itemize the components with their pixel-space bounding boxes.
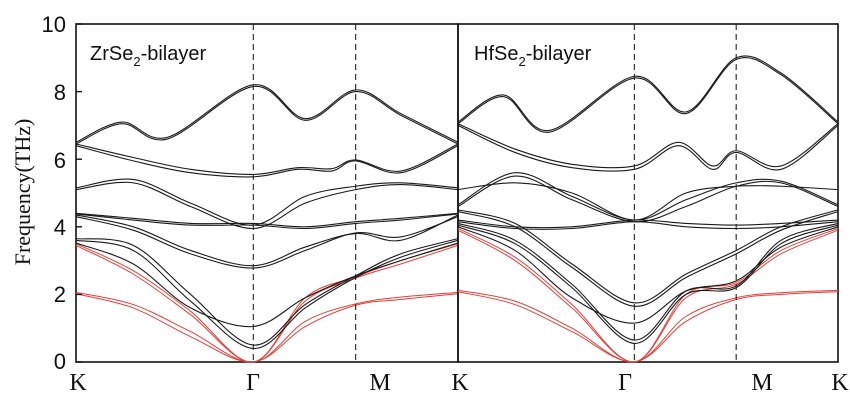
branch-group — [457, 55, 839, 363]
optical-branch — [457, 55, 839, 132]
k-label: Γ — [618, 370, 632, 394]
k-label: M — [369, 370, 390, 394]
panel-title-rest: -bilayer — [141, 43, 207, 65]
optical-branch — [457, 124, 839, 172]
optical-branch — [75, 238, 459, 346]
panel-title-main: HfSe — [474, 43, 518, 65]
panel-title: HfSe2-bilayer — [474, 43, 592, 69]
k-label: K — [69, 370, 87, 394]
k-label: K — [451, 370, 469, 394]
panel-frame — [75, 23, 459, 363]
panel-title-subscript: 2 — [518, 54, 525, 69]
optical-branch — [457, 57, 839, 133]
panel-title: ZrSe2-bilayer — [90, 43, 206, 69]
y-tick-labels: 0 2 4 6 8 10 — [42, 12, 66, 374]
optical-branch — [75, 143, 459, 175]
optical-branch — [75, 216, 459, 269]
y-tick-marks — [76, 23, 82, 363]
optical-branch — [75, 178, 459, 226]
panel-hfse2: HfSe2-bilayer K Γ M K — [451, 23, 849, 394]
optical-branch — [75, 181, 459, 230]
acoustic-branch — [75, 291, 459, 363]
optical-branch — [457, 226, 839, 324]
y-axis-label: Frequency(THz) — [10, 119, 35, 266]
optical-branch — [75, 84, 459, 143]
optical-branch — [75, 213, 459, 230]
acoustic-branch — [457, 291, 839, 363]
y-tick-label: 6 — [54, 148, 66, 173]
y-tick-label: 8 — [54, 80, 66, 105]
k-label: M — [751, 370, 772, 394]
high-symmetry-lines — [252, 24, 357, 362]
optical-branch — [457, 182, 839, 221]
high-symmetry-lines — [633, 24, 737, 362]
optical-branch — [75, 239, 459, 350]
optical-branch — [75, 242, 459, 328]
k-path-labels: K Γ M K — [451, 370, 849, 394]
optical-branch — [457, 224, 839, 344]
y-tick-label: 10 — [42, 12, 66, 37]
optical-branch — [457, 123, 839, 169]
panel-title-rest: -bilayer — [526, 43, 592, 65]
optical-branch — [457, 175, 839, 223]
k-path-labels: K Γ M — [69, 370, 390, 394]
optical-branch — [457, 172, 839, 221]
acoustic-branch — [457, 228, 839, 363]
panel-title-subscript: 2 — [133, 54, 140, 69]
y-tick-label: 2 — [54, 282, 66, 307]
acoustic-branch — [75, 293, 459, 363]
optical-branch — [457, 221, 839, 230]
optical-branch — [75, 214, 459, 267]
panel-title-main: ZrSe — [90, 43, 133, 65]
k-label: K — [831, 370, 849, 394]
panel-frame — [457, 23, 839, 363]
optical-branch — [75, 212, 459, 228]
panel-zrse2: ZrSe2-bilayer K Γ M — [69, 23, 459, 394]
optical-branch — [75, 85, 459, 145]
acoustic-branch — [457, 289, 839, 363]
optical-branch — [457, 219, 839, 229]
optical-branch — [75, 145, 459, 178]
optical-branch — [457, 222, 839, 341]
optical-branch — [457, 211, 839, 307]
k-label: Γ — [246, 370, 260, 394]
branch-group — [75, 84, 459, 363]
y-tick-label: 0 — [54, 349, 66, 374]
y-tick-label: 4 — [54, 215, 66, 240]
